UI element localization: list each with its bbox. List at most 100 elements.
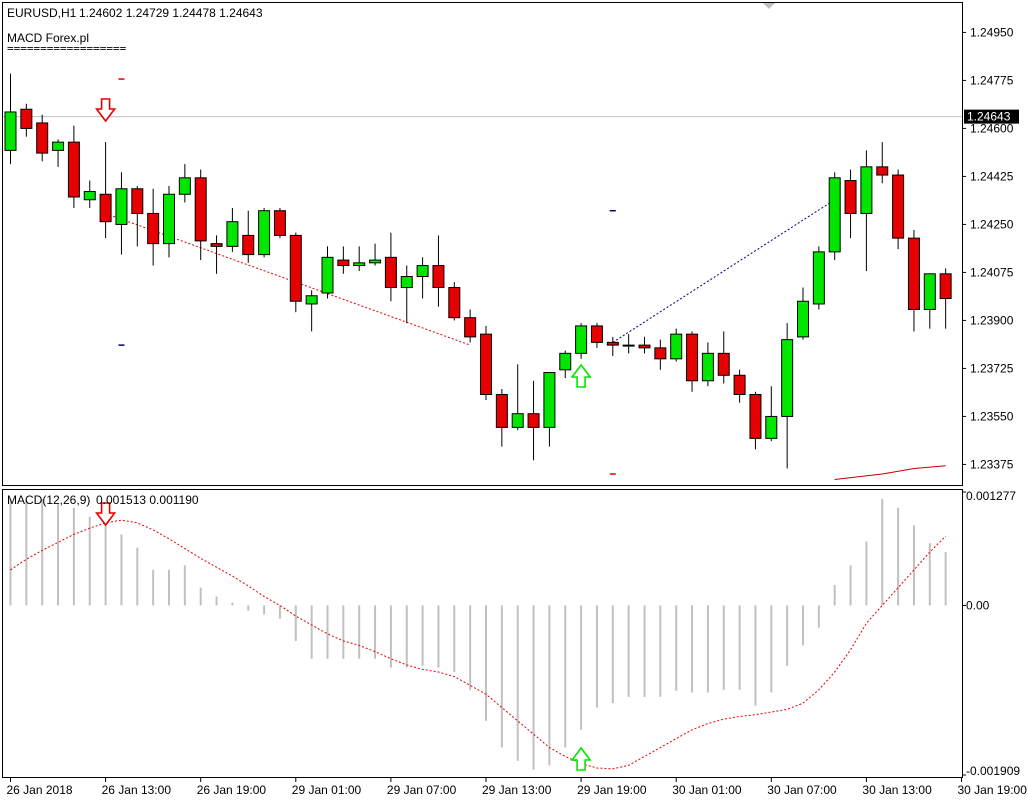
- candle-body: [242, 234, 255, 256]
- candle: [575, 323, 588, 359]
- macd-header-values: 0.001513 0.001190: [96, 493, 199, 507]
- candle: [369, 243, 382, 266]
- buy-arrow-icon: [570, 746, 592, 771]
- candle-body: [939, 273, 952, 299]
- candle-body: [273, 210, 286, 236]
- price-tick-label: 1.23550: [970, 409, 1014, 423]
- candle-body: [923, 273, 936, 310]
- candle: [52, 139, 65, 167]
- candle: [353, 246, 366, 272]
- candle: [131, 186, 144, 247]
- candle-body: [99, 193, 112, 223]
- candle: [622, 334, 635, 354]
- price-tick-label: 1.24250: [970, 217, 1014, 231]
- candle-body: [36, 122, 49, 154]
- chart-shift-marker[interactable]: [763, 3, 775, 9]
- candles: [4, 73, 952, 469]
- current-price-badge: 1.24643: [964, 109, 1019, 124]
- time-tick-label: 26 Jan 19:00: [197, 783, 267, 797]
- candle: [20, 103, 33, 137]
- candle-body: [511, 413, 524, 428]
- candle-body: [749, 393, 762, 439]
- candle: [115, 172, 128, 255]
- candle-body: [384, 256, 397, 289]
- candle-body: [258, 210, 271, 256]
- candle-body: [115, 188, 128, 225]
- candle: [258, 207, 271, 258]
- macd-tick-label: 0.00: [966, 598, 990, 612]
- candle: [464, 309, 477, 343]
- candle-body: [305, 295, 318, 305]
- candle-body: [527, 413, 540, 428]
- time-tick-label: 29 Jan 13:00: [482, 783, 552, 797]
- candle-body: [20, 108, 33, 129]
- candle-body: [781, 339, 794, 417]
- candle: [828, 172, 841, 261]
- candle-body: [4, 111, 17, 151]
- time-tick-label: 30 Jan 13:00: [862, 783, 932, 797]
- sell-arrow-icon: [95, 98, 117, 123]
- candle: [210, 235, 223, 274]
- time-tick-label: 26 Jan 13:00: [102, 783, 172, 797]
- price-tick-label: 1.23725: [970, 361, 1014, 375]
- candle-body: [289, 234, 302, 302]
- indicator-label: MACD Forex.pl: [7, 31, 89, 45]
- candle-body: [622, 344, 635, 347]
- candle: [860, 150, 873, 272]
- candle: [416, 257, 429, 299]
- candle-body: [828, 177, 841, 253]
- macd-axis: 0.001277 0.00 -0.001909: [962, 489, 1020, 778]
- time-tick-label: 26 Jan 2018: [7, 783, 73, 797]
- candle-body: [353, 262, 366, 267]
- candle-body: [590, 325, 603, 343]
- candle: [812, 246, 825, 310]
- candle: [273, 207, 286, 239]
- time-tick-label: 29 Jan 01:00: [292, 783, 362, 797]
- candle: [654, 339, 667, 370]
- candle-body: [860, 166, 873, 214]
- candle-body: [495, 393, 508, 428]
- price-tick-label: 1.24775: [970, 73, 1014, 87]
- price-tick-label: 1.23900: [970, 313, 1014, 327]
- candle-body: [131, 188, 144, 214]
- candle: [321, 246, 334, 299]
- macd-tick-label: 0.001277: [966, 489, 1016, 503]
- candle: [543, 372, 556, 447]
- candle: [178, 164, 191, 203]
- candle: [733, 369, 746, 403]
- candle-body: [67, 141, 80, 198]
- candle-body: [876, 166, 889, 176]
- candle-body: [432, 265, 445, 289]
- time-tick-label: 30 Jan 01:00: [672, 783, 742, 797]
- sell-arrow-icon: [95, 502, 117, 527]
- candle: [907, 229, 920, 332]
- price-tick-label: 1.24075: [970, 265, 1014, 279]
- macd-histogram: [9, 498, 947, 770]
- macd-signal-line: [10, 519, 947, 770]
- candle: [606, 336, 619, 357]
- price-axis: 1.24950 1.24775 1.24600 1.24425 1.24250 1.240…: [962, 25, 1014, 471]
- candle: [67, 125, 80, 208]
- candle: [4, 73, 17, 165]
- candle-body: [575, 325, 588, 354]
- candle-body: [448, 287, 461, 319]
- candle: [939, 268, 952, 329]
- candle: [194, 169, 207, 261]
- candle: [480, 325, 492, 400]
- candle: [511, 364, 524, 431]
- candle: [701, 342, 714, 387]
- candle-body: [733, 374, 746, 395]
- candle-body: [464, 317, 477, 338]
- price-header-ohlc: 1.24602 1.24729 1.24478 1.24643: [79, 6, 263, 20]
- candle-body: [480, 333, 492, 395]
- time-tick-label: 29 Jan 19:00: [577, 783, 647, 797]
- candle-body: [416, 265, 429, 278]
- candle-body: [907, 237, 920, 310]
- indicator-rule: ==================: [7, 42, 127, 55]
- current-price-text: 1.24643: [967, 110, 1011, 124]
- candle-body: [765, 415, 778, 439]
- candle: [337, 246, 350, 274]
- candle: [432, 235, 445, 307]
- candle-body: [717, 352, 730, 376]
